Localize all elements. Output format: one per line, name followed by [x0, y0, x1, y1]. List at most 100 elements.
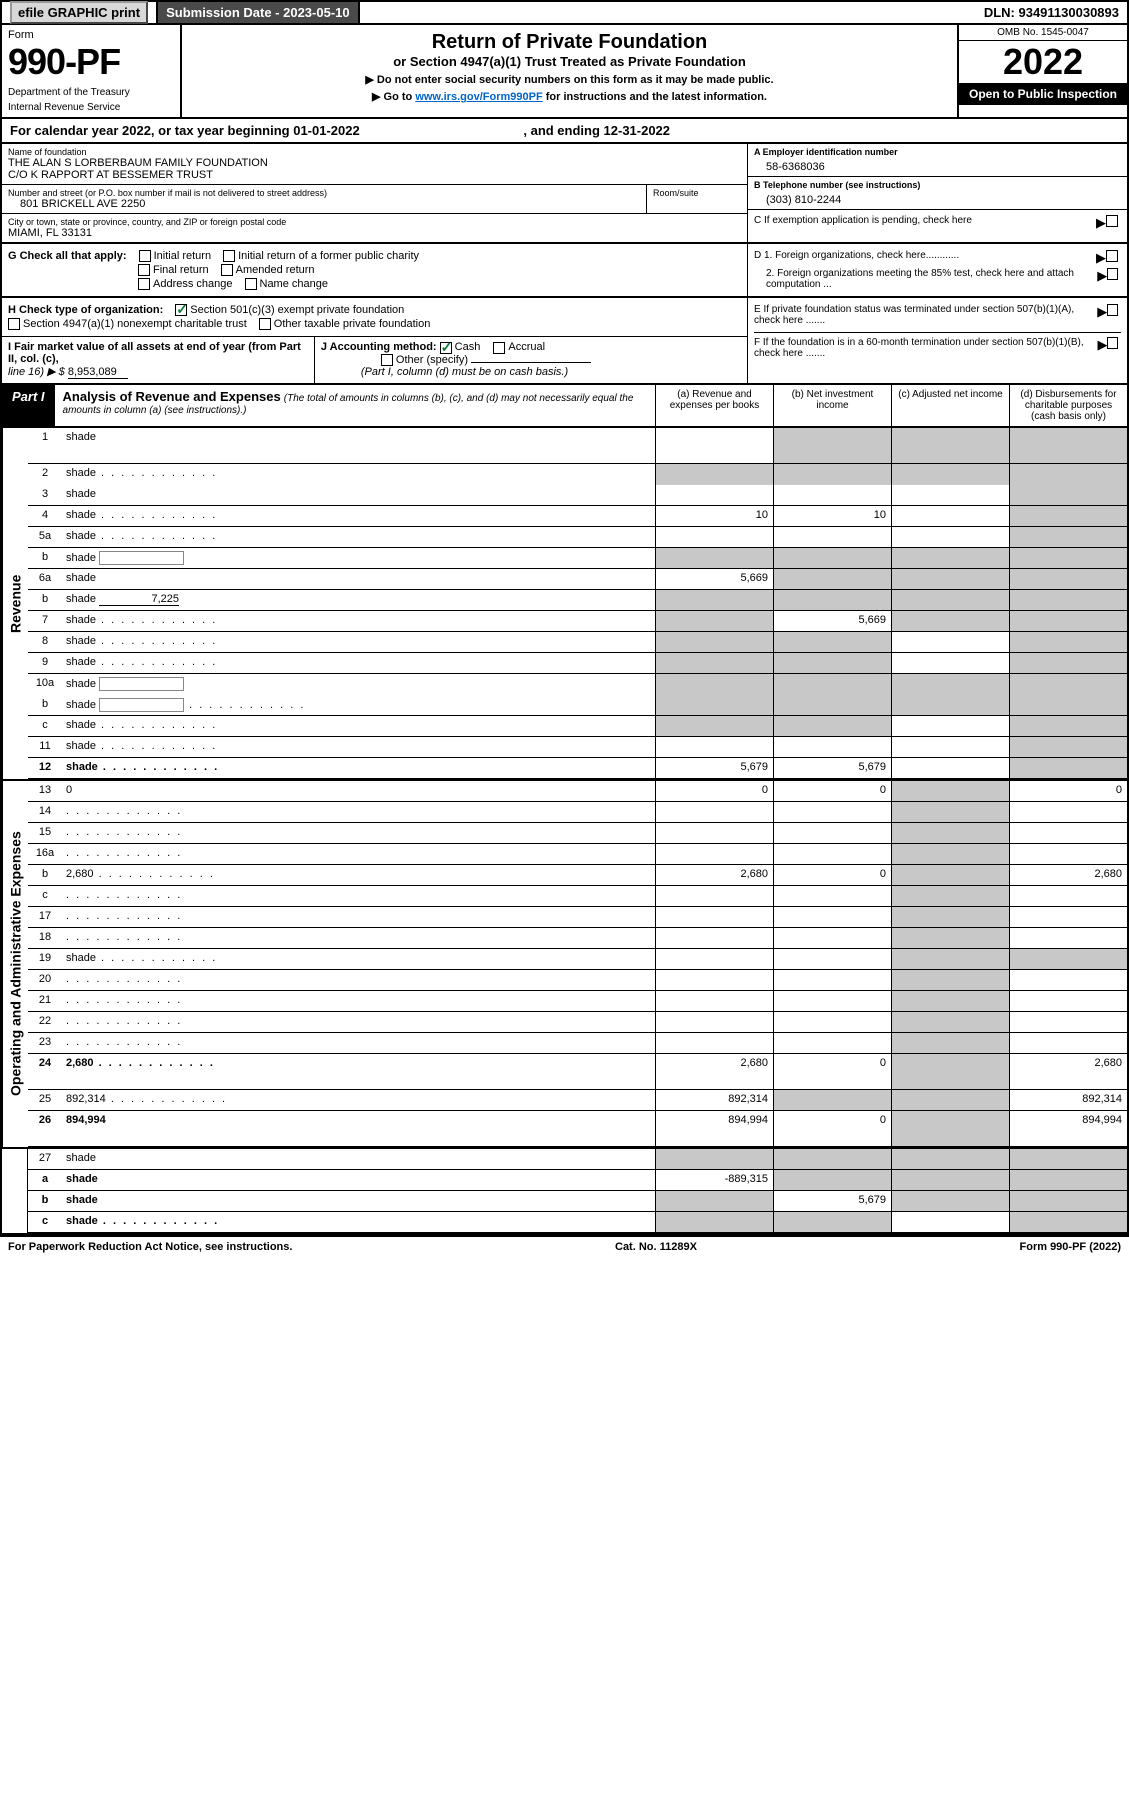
amount-cell [773, 1149, 891, 1169]
form-instruction-1: ▶ Do not enter social security numbers o… [188, 73, 951, 86]
j-note: (Part I, column (d) must be on cash basi… [361, 366, 568, 378]
amount-cell [773, 485, 891, 505]
calendar-year-row: For calendar year 2022, or tax year begi… [0, 119, 1129, 144]
amount-cell [655, 928, 773, 948]
line-number: 19 [28, 949, 62, 969]
foundation-name: THE ALAN S LORBERBAUM FAMILY FOUNDATION [8, 157, 741, 169]
j-label: J Accounting method: [321, 341, 437, 353]
initial-former-checkbox[interactable] [223, 250, 235, 262]
line-number: 22 [28, 1012, 62, 1032]
amount-cell [891, 1212, 1009, 1232]
h1-checkbox[interactable] [175, 304, 187, 316]
table-row: 7shade5,669 [28, 611, 1127, 632]
exemption-pending-label: C If exemption application is pending, c… [754, 215, 972, 231]
e-checkbox[interactable] [1107, 304, 1118, 316]
amount-cell [1009, 611, 1127, 631]
line-number: 16a [28, 844, 62, 864]
amount-cell [891, 844, 1009, 864]
tax-year: 2022 [959, 41, 1127, 83]
amount-cell [1009, 695, 1127, 715]
amount-cell: 5,669 [773, 611, 891, 631]
amount-cell: -889,315 [655, 1170, 773, 1190]
amount-cell [773, 1090, 891, 1110]
amount-cell [1009, 569, 1127, 589]
h2-checkbox[interactable] [8, 318, 20, 330]
amended-return-checkbox[interactable] [221, 264, 233, 276]
table-row: bshade 7,225 [28, 590, 1127, 611]
check-section-g: G Check all that apply: Initial return I… [0, 244, 1129, 298]
initial-return-checkbox[interactable] [139, 250, 151, 262]
amount-cell: 5,669 [655, 569, 773, 589]
form-header: Form 990-PF Department of the Treasury I… [0, 25, 1129, 119]
f-checkbox[interactable] [1107, 337, 1118, 349]
table-row: 18 [28, 928, 1127, 949]
form-link[interactable]: www.irs.gov/Form990PF [415, 91, 542, 103]
amount-cell [891, 1033, 1009, 1053]
table-row: ashade-889,315 [28, 1170, 1127, 1191]
other-checkbox[interactable] [381, 354, 393, 366]
d1-checkbox[interactable] [1106, 250, 1118, 262]
amount-cell [891, 991, 1009, 1011]
final-return-checkbox[interactable] [138, 264, 150, 276]
line-description: shade [62, 632, 655, 652]
line-number: b [28, 590, 62, 610]
line-number: 6a [28, 569, 62, 589]
h3-checkbox[interactable] [259, 318, 271, 330]
amount-cell [773, 674, 891, 695]
name-label: Name of foundation [8, 147, 741, 157]
table-row: 8shade [28, 632, 1127, 653]
amount-cell [891, 548, 1009, 568]
amount-cell [655, 1149, 773, 1169]
table-row: 20 [28, 970, 1127, 991]
amount-cell [655, 695, 773, 715]
table-row: cshade [28, 716, 1127, 737]
ein-label: A Employer identification number [754, 147, 1121, 157]
efile-print-button[interactable]: efile GRAPHIC print [10, 1, 148, 24]
amount-cell [655, 464, 773, 485]
amount-cell [773, 928, 891, 948]
amount-cell [655, 970, 773, 990]
amount-cell [1009, 527, 1127, 547]
amount-cell: 2,680 [655, 1054, 773, 1089]
amount-cell [891, 1149, 1009, 1169]
amount-cell [891, 716, 1009, 736]
table-row: 26894,994894,9940894,994 [28, 1111, 1127, 1147]
amount-cell [655, 844, 773, 864]
amount-cell [773, 949, 891, 969]
d2-label: 2. Foreign organizations meeting the 85%… [754, 268, 1097, 290]
line-number: 7 [28, 611, 62, 631]
form-number: 990-PF [8, 41, 174, 83]
name-change-checkbox[interactable] [245, 278, 257, 290]
footer-mid: Cat. No. 11289X [615, 1241, 697, 1253]
amount-cell [1009, 844, 1127, 864]
d2-checkbox[interactable] [1107, 268, 1118, 280]
table-row: 242,6802,68002,680 [28, 1054, 1127, 1090]
accrual-checkbox[interactable] [493, 342, 505, 354]
open-inspection: Open to Public Inspection [959, 83, 1127, 105]
address-change-checkbox[interactable] [138, 278, 150, 290]
amount-cell [891, 928, 1009, 948]
line-number: 26 [28, 1111, 62, 1146]
amount-cell [773, 1170, 891, 1190]
line-description [62, 907, 655, 927]
line-number: 27 [28, 1149, 62, 1169]
amount-cell [891, 802, 1009, 822]
amount-cell [1009, 716, 1127, 736]
amount-cell [773, 548, 891, 568]
amount-cell [655, 1191, 773, 1211]
amount-cell [655, 907, 773, 927]
part1-header: Part I Analysis of Revenue and Expenses … [0, 385, 1129, 428]
d1-label: D 1. Foreign organizations, check here..… [754, 250, 959, 266]
line-description [62, 1033, 655, 1053]
table-row: 14 [28, 802, 1127, 823]
amount-cell [773, 737, 891, 757]
amount-cell [655, 802, 773, 822]
exemption-checkbox[interactable] [1106, 215, 1118, 227]
amount-cell [891, 1054, 1009, 1089]
amount-cell [891, 865, 1009, 885]
cash-checkbox[interactable] [440, 342, 452, 354]
line-description: shade [62, 1149, 655, 1169]
amount-cell [891, 970, 1009, 990]
line-number: b [28, 1191, 62, 1211]
amount-cell [1009, 653, 1127, 673]
